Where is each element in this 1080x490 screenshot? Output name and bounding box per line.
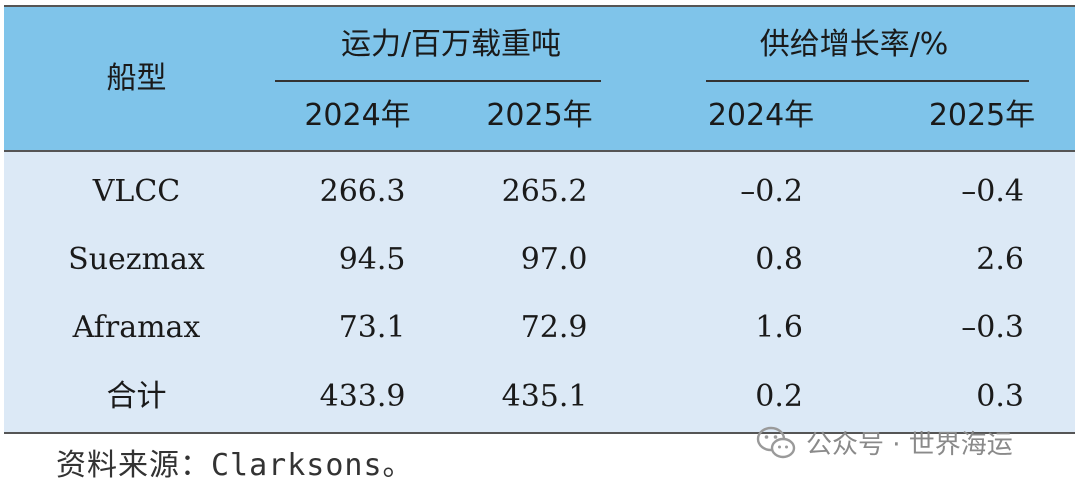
growth-2025-value: –0.4 — [961, 174, 1025, 209]
capacity-2025-value: 435.1 — [501, 379, 588, 414]
header-ship-type: 船型 — [4, 6, 269, 151]
growth-2024-cell: 0.8 — [633, 226, 890, 294]
growth-2025-cell: –0.4 — [889, 151, 1076, 226]
data-table-container: 船型 运力/百万载重吨 供给增长率/% 2024年 2025年 2024年 20… — [4, 5, 1076, 433]
capacity-2024-value: 73.1 — [338, 310, 406, 345]
growth-2024-value: 0.2 — [755, 379, 804, 414]
growth-2025-cell: 2.6 — [889, 226, 1076, 294]
capacity-2024-value: 433.9 — [319, 379, 406, 414]
ship-type-cell: Aframax — [4, 294, 269, 362]
header-growth-label: 供给增长率/% — [759, 26, 949, 62]
header-year: 2024年 — [269, 82, 446, 151]
ship-type-cell: Suezmax — [4, 226, 269, 294]
ship-type-cell: VLCC — [4, 151, 269, 226]
capacity-2024-value: 94.5 — [338, 242, 406, 277]
watermark-text: 公众号 · 世界海运 — [806, 430, 1013, 460]
header-year: 2025年 — [446, 82, 634, 151]
wechat-icon — [756, 426, 796, 458]
capacity-2025-cell: 72.9 — [446, 294, 634, 362]
ship-type-cell: 合计 — [4, 362, 269, 433]
growth-2024-cell: 1.6 — [633, 294, 890, 362]
capacity-2024-cell: 73.1 — [269, 294, 446, 362]
source-note: 资料来源：Clarksons。 — [56, 448, 414, 483]
growth-2024-value: 0.8 — [755, 242, 804, 277]
growth-2025-cell: –0.3 — [889, 294, 1076, 362]
growth-2024-cell: 0.2 — [633, 362, 890, 433]
capacity-2024-cell: 433.9 — [269, 362, 446, 433]
fleet-supply-table: 船型 运力/百万载重吨 供给增长率/% 2024年 2025年 2024年 20… — [4, 5, 1076, 434]
header-row-2: 2024年 2025年 2024年 2025年 — [4, 82, 1076, 151]
growth-2025-value: 0.3 — [976, 379, 1025, 414]
watermark: 公众号 · 世界海运 — [756, 424, 1013, 461]
capacity-2025-value: 265.2 — [501, 174, 588, 209]
capacity-2025-value: 72.9 — [520, 310, 588, 345]
header-capacity-label: 运力/百万载重吨 — [340, 26, 562, 62]
growth-group-rule — [706, 80, 1030, 82]
capacity-2024-cell: 94.5 — [269, 226, 446, 294]
capacity-2025-cell: 435.1 — [446, 362, 634, 433]
growth-2025-value: –0.3 — [961, 310, 1025, 345]
growth-2025-cell: 0.3 — [889, 362, 1076, 433]
header-row-1: 船型 运力/百万载重吨 供给增长率/% — [4, 6, 1076, 151]
growth-2025-value: 2.6 — [976, 242, 1025, 277]
header-capacity-group: 运力/百万载重吨 — [269, 6, 634, 82]
growth-2024-cell: –0.2 — [633, 151, 890, 226]
capacity-2025-value: 97.0 — [520, 242, 588, 277]
capacity-2024-cell: 266.3 — [269, 151, 446, 226]
capacity-2024-value: 266.3 — [319, 174, 406, 209]
header-year: 2025年 — [889, 82, 1076, 151]
table-row: VLCC 266.3 265.2 –0.2 –0.4 — [4, 151, 1076, 226]
table-row-total: 合计 433.9 435.1 0.2 0.3 — [4, 362, 1076, 433]
growth-2024-value: –0.2 — [740, 174, 804, 209]
table-row: Suezmax 94.5 97.0 0.8 2.6 — [4, 226, 1076, 294]
header-year: 2024年 — [633, 82, 890, 151]
capacity-2025-cell: 97.0 — [446, 226, 634, 294]
capacity-2025-cell: 265.2 — [446, 151, 634, 226]
growth-2024-value: 1.6 — [755, 310, 804, 345]
header-growth-group: 供给增长率/% — [633, 6, 1076, 82]
table-row: Aframax 73.1 72.9 1.6 –0.3 — [4, 294, 1076, 362]
capacity-group-rule — [275, 80, 602, 82]
